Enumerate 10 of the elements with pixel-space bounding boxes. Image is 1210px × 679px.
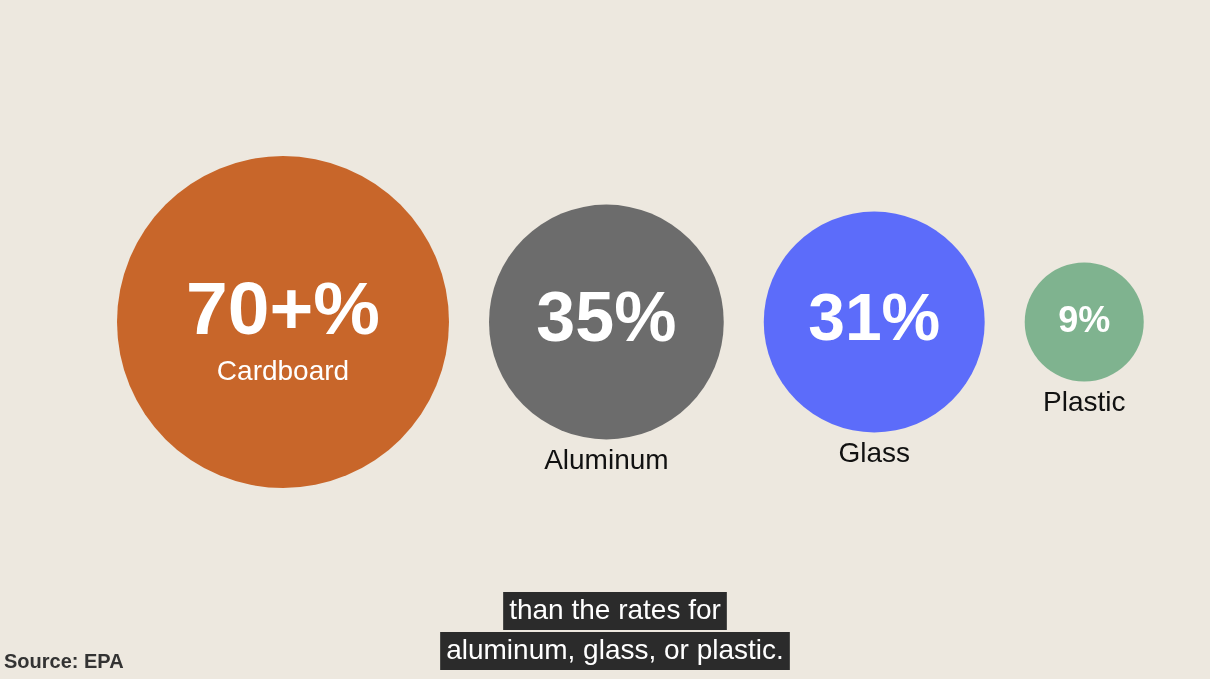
data-label: 9% <box>1058 298 1111 340</box>
data-label: 31% <box>808 280 941 355</box>
source-note: Source: EPA <box>4 649 124 672</box>
text: than the rates for aluminum, glass, or plastic. <box>446 593 784 665</box>
category-label: Aluminum <box>544 444 669 476</box>
category-label: Plastic <box>1042 386 1126 418</box>
data-label: 70+% <box>186 266 380 351</box>
category-label: Cardboard <box>216 354 350 386</box>
category-label: Glass <box>838 437 911 469</box>
data-label: 35% <box>536 278 677 357</box>
